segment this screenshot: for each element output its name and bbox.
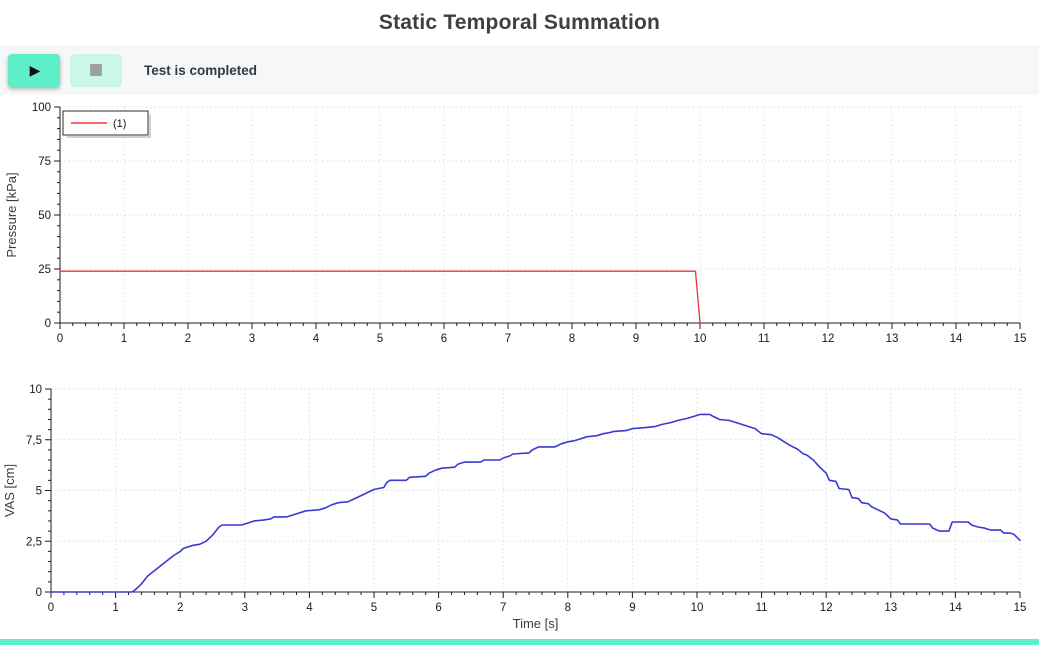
- svg-text:0: 0: [48, 602, 54, 614]
- svg-text:13: 13: [886, 333, 899, 345]
- svg-text:4: 4: [313, 333, 320, 345]
- svg-text:2: 2: [185, 333, 191, 345]
- svg-text:(1): (1): [113, 118, 126, 130]
- svg-text:12: 12: [820, 602, 833, 614]
- svg-text:6: 6: [435, 602, 441, 614]
- svg-text:5: 5: [377, 333, 383, 345]
- svg-text:10: 10: [691, 602, 704, 614]
- svg-text:12: 12: [822, 333, 835, 345]
- svg-text:1: 1: [121, 333, 127, 345]
- bottom-accent-bar: [0, 639, 1039, 645]
- page-title: Static Temporal Summation: [378, 11, 661, 34]
- play-button[interactable]: ▶: [8, 53, 60, 87]
- svg-text:3: 3: [249, 333, 255, 345]
- header: Static Temporal Summation: [0, 0, 1039, 45]
- svg-text:100: 100: [32, 102, 51, 114]
- svg-text:9: 9: [633, 333, 639, 345]
- svg-text:10: 10: [694, 333, 707, 345]
- status-text: Test is completed: [144, 62, 258, 78]
- svg-text:15: 15: [1014, 602, 1027, 614]
- svg-text:15: 15: [1014, 333, 1027, 345]
- stop-button[interactable]: [70, 53, 122, 87]
- svg-text:7: 7: [505, 333, 511, 345]
- stop-icon: [90, 64, 102, 76]
- svg-text:1: 1: [112, 602, 118, 614]
- svg-text:10: 10: [29, 384, 42, 396]
- svg-text:Time [s]: Time [s]: [513, 616, 559, 631]
- svg-text:Pressure [kPa]: Pressure [kPa]: [4, 172, 19, 257]
- pressure-chart: 0 1 2 3 4 5 6 7 8 9 10 11 12 13 14 150255075100Pressure…: [4, 102, 1027, 345]
- play-icon: ▶: [29, 62, 41, 78]
- svg-text:8: 8: [565, 602, 571, 614]
- svg-text:0: 0: [36, 587, 42, 599]
- svg-text:VAS [cm]: VAS [cm]: [2, 464, 17, 517]
- svg-text:75: 75: [38, 156, 51, 168]
- svg-text:7: 7: [500, 602, 506, 614]
- svg-text:9: 9: [629, 602, 635, 614]
- svg-text:25: 25: [38, 264, 51, 276]
- svg-text:3: 3: [242, 602, 248, 614]
- svg-text:5: 5: [371, 602, 377, 614]
- svg-text:11: 11: [758, 333, 770, 345]
- svg-text:0: 0: [45, 318, 51, 330]
- svg-text:14: 14: [950, 333, 963, 345]
- svg-text:8: 8: [569, 333, 575, 345]
- svg-text:0: 0: [57, 333, 63, 345]
- svg-text:2: 2: [177, 602, 183, 614]
- svg-text:4: 4: [306, 602, 313, 614]
- toolbar: ▶ Test is completed: [0, 45, 1039, 95]
- svg-text:13: 13: [884, 602, 897, 614]
- svg-text:11: 11: [756, 602, 768, 614]
- svg-text:6: 6: [441, 333, 447, 345]
- svg-text:14: 14: [949, 602, 962, 614]
- svg-text:2,5: 2,5: [26, 536, 42, 548]
- svg-text:7,5: 7,5: [26, 435, 42, 447]
- svg-text:50: 50: [38, 210, 51, 222]
- svg-text:5: 5: [36, 486, 42, 498]
